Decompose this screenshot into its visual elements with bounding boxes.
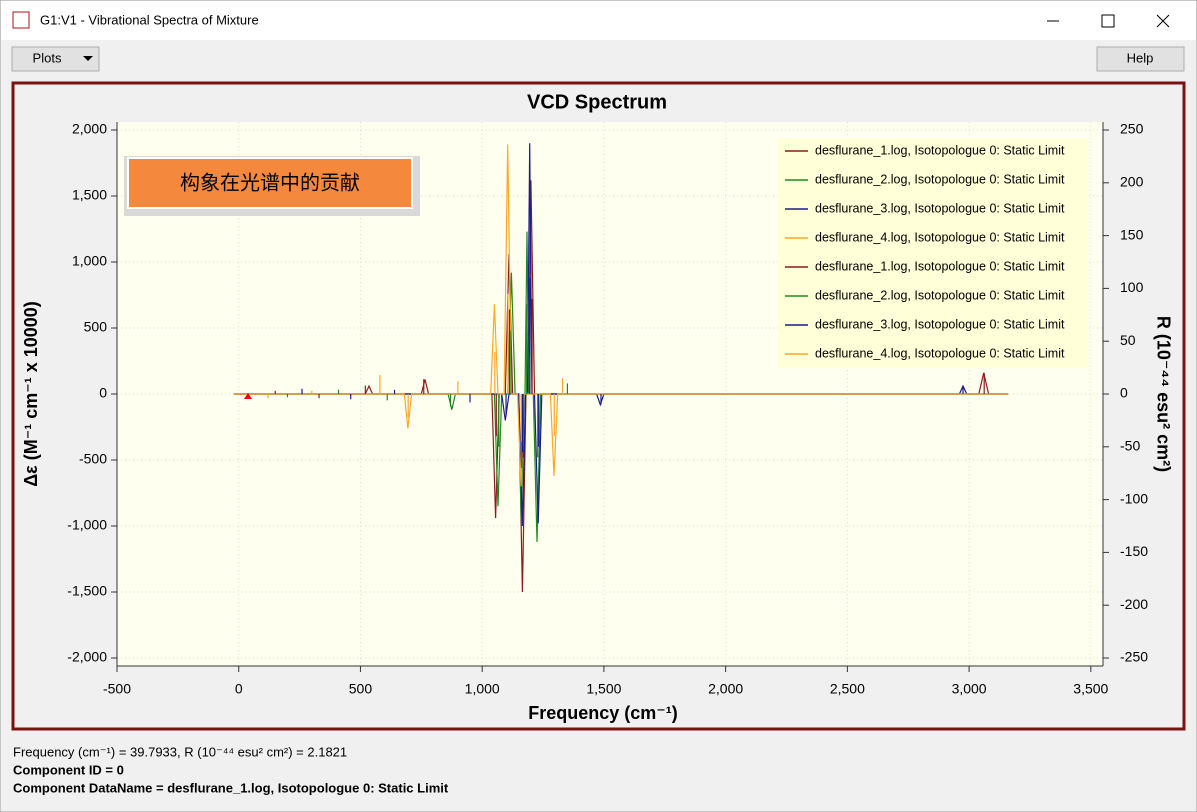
y-tick-label: 500 (84, 319, 108, 335)
y2-tick-label: 250 (1120, 121, 1144, 137)
y-axis-label: Δε (M⁻¹ cm⁻¹ x 10000) (21, 301, 41, 487)
x-tick-label: 500 (349, 681, 373, 697)
app-icon (12, 11, 30, 29)
x-tick-label: 0 (235, 681, 243, 697)
y2-axis-label: R (10⁻⁴⁴ esu² cm²) (1153, 316, 1173, 472)
chart: VCD Spectrum Frequency (cm⁻¹) Δε (M⁻¹ cm⁻¹… (21, 91, 1174, 722)
y-tick-label: -1,000 (67, 517, 107, 533)
maximize-button[interactable] (1101, 14, 1115, 28)
annotation-text: 构象在光谱中的贡献 (180, 171, 360, 194)
y-tick-label: -1,500 (67, 583, 107, 599)
help-button[interactable] (1096, 46, 1185, 72)
y-tick-label: 2,000 (72, 121, 107, 137)
y2-tick-label: 150 (1120, 226, 1144, 242)
x-tick-label: -500 (103, 681, 131, 697)
chart-title: VCD Spectrum (527, 91, 667, 113)
annotation-box (127, 157, 413, 209)
y2-tick-label: 0 (1120, 385, 1128, 401)
y2-tick-label: -150 (1120, 543, 1148, 559)
legend-label: desflurane_4.log, Isotopologue 0: Static… (815, 230, 1065, 244)
y-tick-label: -500 (79, 451, 107, 467)
y2-tick-label: 50 (1120, 332, 1136, 348)
legend-label: desflurane_2.log, Isotopologue 0: Static… (815, 288, 1065, 302)
legend-label: desflurane_4.log, Isotopologue 0: Static… (815, 346, 1065, 360)
legend-label: desflurane_3.log, Isotopologue 0: Static… (815, 201, 1065, 215)
y2-tick-label: 100 (1120, 279, 1144, 295)
y-tick-label: 0 (99, 385, 107, 401)
plots-menu-label: Plots (33, 50, 62, 65)
y-tick-label: 1,000 (72, 253, 107, 269)
legend-label: desflurane_1.log, Isotopologue 0: Static… (815, 259, 1065, 273)
y-tick-label: -2,000 (67, 649, 107, 665)
x-tick-label: 3,000 (952, 681, 987, 697)
x-tick-label: 3,500 (1073, 681, 1108, 697)
title-bar (1, 1, 1196, 40)
y2-tick-label: -250 (1120, 649, 1148, 665)
legend-label: desflurane_2.log, Isotopologue 0: Static… (815, 172, 1065, 186)
help-label: Help (1127, 50, 1154, 65)
y2-tick-label: -50 (1120, 438, 1140, 454)
cursor-marker (244, 393, 252, 399)
y2-tick-label: 200 (1120, 174, 1144, 190)
legend-label: desflurane_3.log, Isotopologue 0: Static… (815, 317, 1065, 331)
close-button[interactable] (1156, 14, 1170, 28)
legend-label: desflurane_1.log, Isotopologue 0: Static… (815, 143, 1065, 157)
status-component-id: Component ID = 0 (13, 762, 124, 777)
y2-tick-label: -200 (1120, 596, 1148, 612)
legend-box (778, 138, 1088, 368)
x-tick-label: 2,500 (830, 681, 865, 697)
x-tick-label: 1,500 (586, 681, 621, 697)
y2-tick-label: -100 (1120, 490, 1148, 506)
spectrum-line (233, 144, 1009, 487)
dropdown-arrow (83, 56, 93, 61)
y-tick-label: 1,500 (72, 187, 107, 203)
x-tick-label: 2,000 (708, 681, 743, 697)
plots-menu-button[interactable] (11, 46, 100, 72)
window-title: G1:V1 - Vibrational Spectra of Mixture (40, 12, 259, 27)
status-component-name: Component DataName = desflurane_1.log, I… (13, 780, 449, 795)
x-axis-label: Frequency (cm⁻¹) (528, 703, 678, 723)
status-frequency: Frequency (cm⁻¹) = 39.7933, R (10⁻⁴⁴ esu… (13, 744, 347, 759)
x-tick-label: 1,000 (465, 681, 500, 697)
